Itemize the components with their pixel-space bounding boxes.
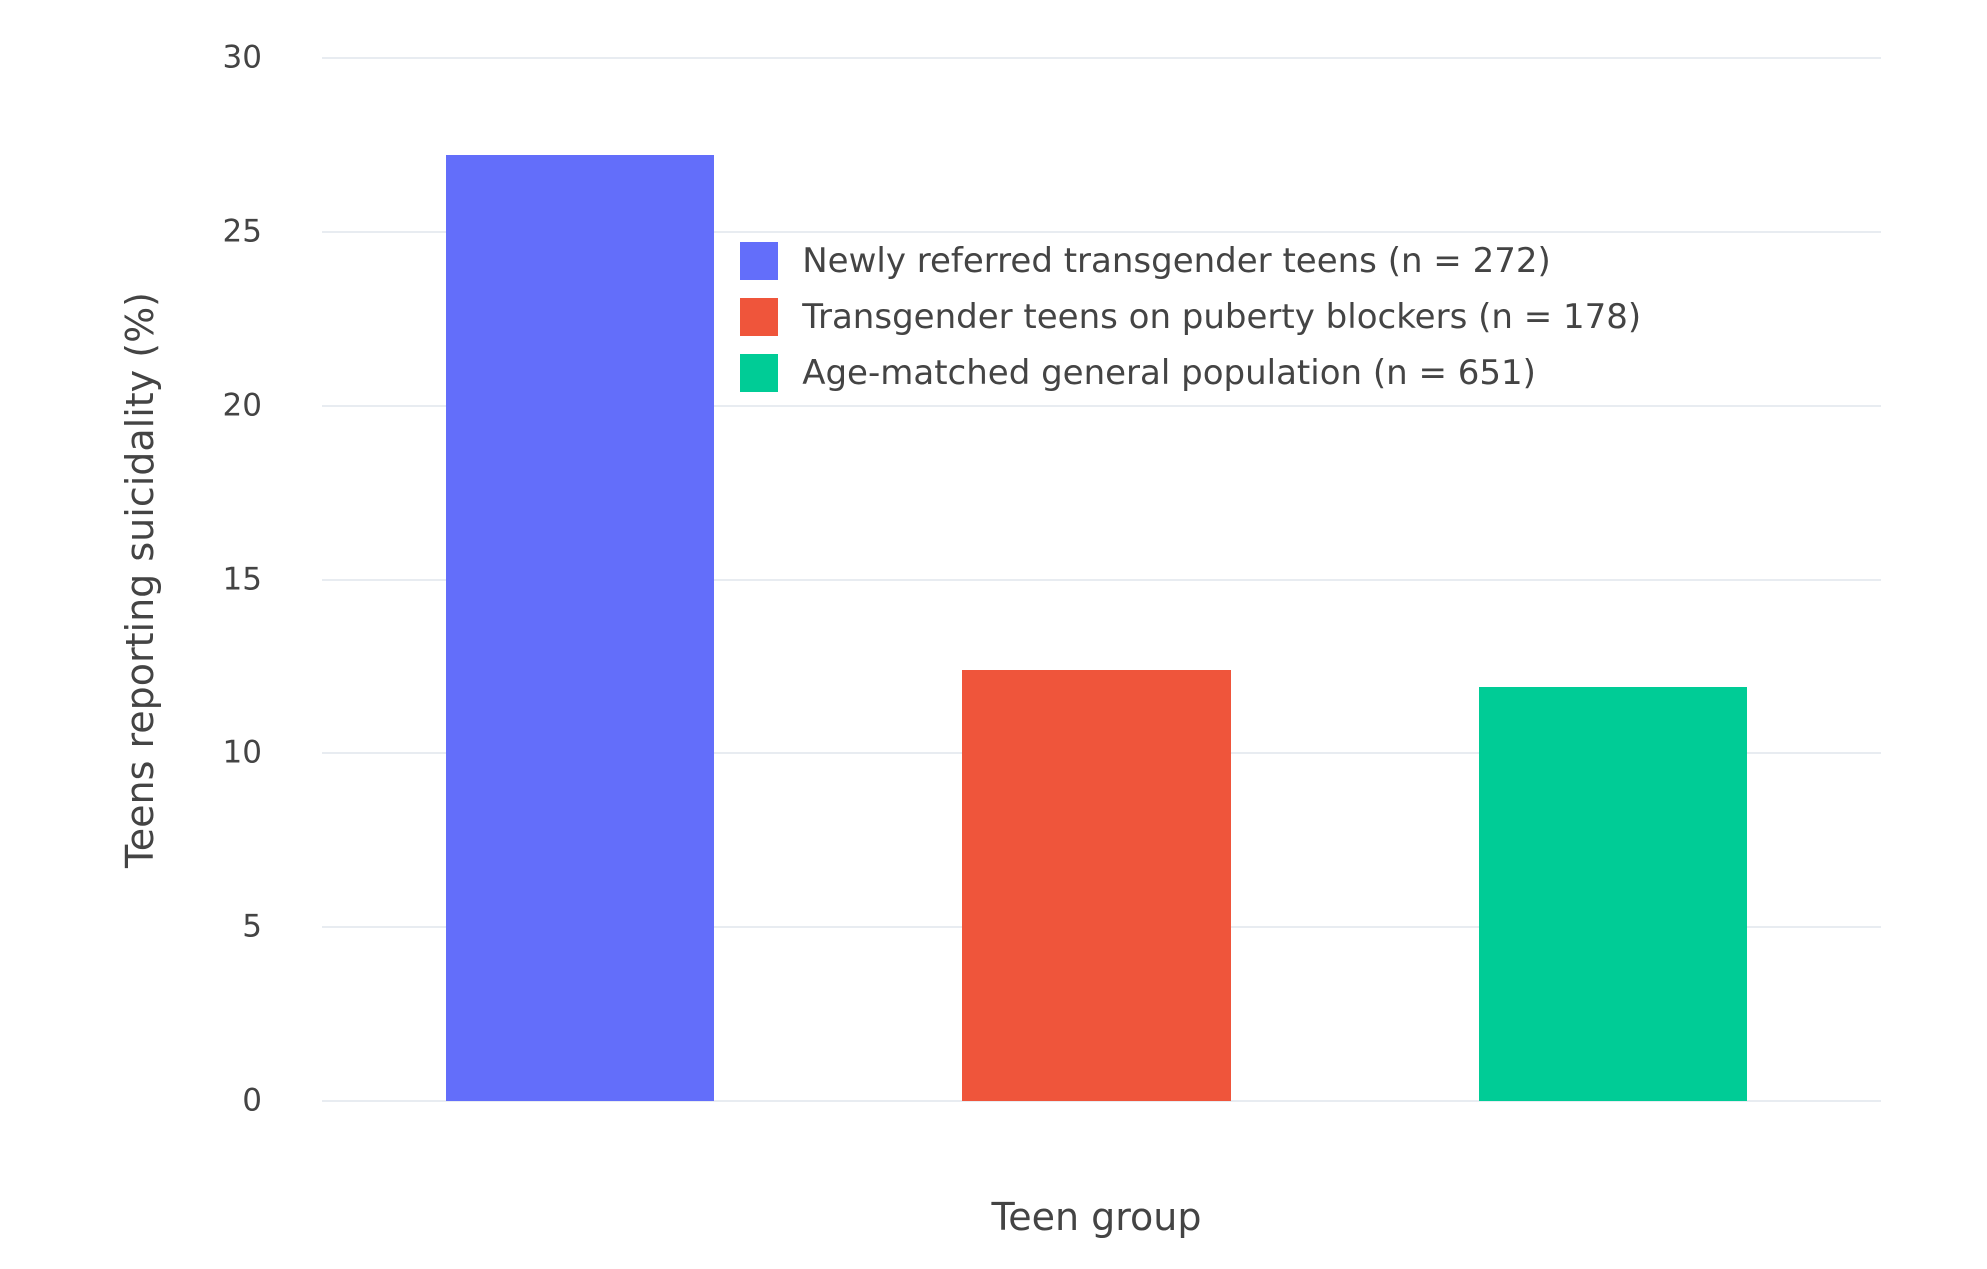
gridline bbox=[322, 404, 1881, 407]
y-tick-label: 30 bbox=[222, 39, 262, 76]
legend-swatch bbox=[740, 241, 779, 280]
legend-label: Newly referred transgender teens (n = 27… bbox=[802, 240, 1551, 281]
legend-swatch bbox=[740, 297, 779, 336]
legend-item[interactable]: Age-matched general population (n = 651) bbox=[740, 353, 1641, 393]
x-axis-title: Teen group bbox=[991, 1195, 1202, 1239]
bar-1 bbox=[962, 669, 1231, 1101]
y-tick-label: 15 bbox=[222, 561, 262, 597]
y-tick-labels: 0 5 10 15 20 25 30 bbox=[0, 42, 292, 1116]
bar-2 bbox=[1478, 687, 1748, 1101]
bars-layer bbox=[322, 58, 1871, 1101]
legend-label: Transgender teens on puberty blockers (n… bbox=[802, 296, 1642, 337]
gridline bbox=[322, 230, 1881, 233]
legend-item[interactable]: Transgender teens on puberty blockers (n… bbox=[740, 297, 1641, 337]
bar-band bbox=[838, 58, 1354, 1101]
plot-area: Newly referred transgender teens (n = 27… bbox=[322, 57, 1881, 1102]
gridline bbox=[322, 1100, 1881, 1102]
bar-band bbox=[1355, 58, 1871, 1101]
bar-0 bbox=[445, 155, 715, 1101]
gridline bbox=[322, 57, 1881, 59]
legend: Newly referred transgender teens (n = 27… bbox=[740, 241, 1641, 393]
bar-band bbox=[322, 58, 838, 1101]
legend-item[interactable]: Newly referred transgender teens (n = 27… bbox=[740, 241, 1641, 281]
y-tick-label: 20 bbox=[222, 387, 262, 424]
y-tick-label: 0 bbox=[242, 1082, 262, 1119]
legend-label: Age-matched general population (n = 651) bbox=[802, 352, 1536, 393]
y-tick-label: 25 bbox=[222, 213, 262, 250]
y-tick-label: 5 bbox=[242, 908, 262, 945]
y-tick-label: 10 bbox=[222, 734, 262, 771]
gridline bbox=[322, 578, 1881, 581]
legend-swatch bbox=[740, 353, 779, 392]
